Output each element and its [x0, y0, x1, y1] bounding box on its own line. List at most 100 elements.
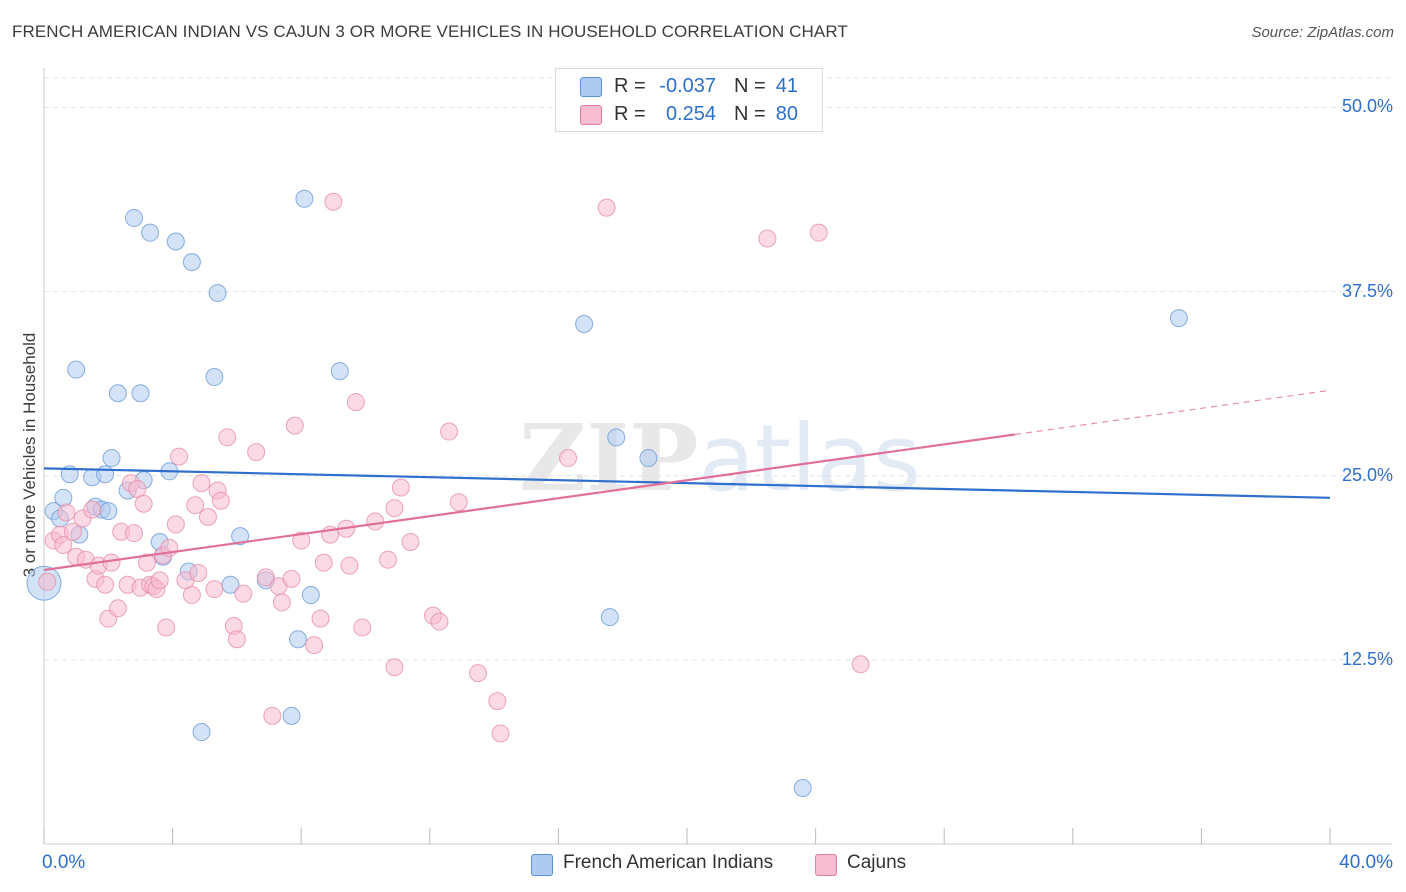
data-point — [385, 658, 404, 677]
legend-swatch-blue — [580, 77, 602, 97]
n-value: 80 — [775, 103, 798, 125]
data-point — [131, 384, 150, 403]
data-point — [170, 447, 189, 466]
data-point — [234, 584, 253, 603]
chart-title: FRENCH AMERICAN INDIAN VS CAJUN 3 OR MOR… — [12, 22, 848, 41]
data-point — [401, 533, 420, 552]
data-point — [102, 553, 121, 572]
data-point — [288, 630, 307, 649]
data-point — [600, 608, 619, 627]
data-point — [182, 253, 201, 272]
grid-lines — [44, 77, 1392, 661]
r-value: -0.037 — [659, 75, 716, 97]
data-point — [324, 192, 343, 211]
y-tick-label: 37.5% — [1341, 280, 1393, 301]
data-point — [102, 449, 121, 468]
data-point — [96, 575, 115, 594]
data-point — [67, 360, 86, 379]
data-point — [38, 572, 57, 591]
data-point — [851, 655, 870, 674]
data-point — [1169, 309, 1188, 328]
data-point — [263, 706, 282, 725]
data-point — [282, 706, 301, 725]
data-point — [192, 474, 211, 493]
data-point — [295, 189, 314, 208]
data-point — [809, 223, 828, 242]
data-point — [379, 550, 398, 569]
stats-row-cajuns: R = 0.254 N = 80 — [556, 101, 822, 129]
data-point — [314, 553, 333, 572]
data-point — [198, 507, 217, 526]
data-point — [247, 443, 266, 462]
data-point — [141, 223, 160, 242]
data-point — [305, 636, 324, 655]
data-point — [54, 488, 73, 507]
axes — [43, 68, 1392, 845]
legend-label: Cajuns — [847, 852, 907, 873]
data-point — [205, 580, 224, 599]
data-point — [182, 586, 201, 605]
data-point — [166, 232, 185, 251]
data-point — [758, 229, 777, 248]
source-label: Source: ZipAtlas.com — [1251, 24, 1394, 41]
data-point — [639, 449, 658, 468]
legend-swatch-pink — [580, 105, 602, 125]
data-point — [449, 493, 468, 512]
data-point — [99, 502, 118, 521]
data-point — [63, 522, 82, 541]
data-point — [488, 692, 507, 711]
data-point — [330, 362, 349, 381]
data-point — [211, 491, 230, 510]
data-point — [597, 198, 616, 217]
trend-line-cajuns-extension — [1014, 389, 1331, 436]
legend-swatch-blue — [531, 854, 553, 876]
data-point — [189, 563, 208, 582]
y-tick-label: 12.5% — [1341, 648, 1393, 669]
data-point — [83, 500, 102, 519]
data-point — [227, 630, 246, 649]
n-label: N = — [734, 75, 766, 97]
stats-row-french-american-indians: R = -0.037 N = 41 — [556, 73, 822, 101]
data-point — [108, 599, 127, 618]
data-point — [353, 618, 372, 637]
data-point — [272, 593, 291, 612]
data-point — [440, 422, 459, 441]
n-value: 41 — [775, 75, 798, 97]
data-point — [292, 531, 311, 550]
data-point — [575, 315, 594, 334]
data-point — [391, 478, 410, 497]
x-tick-label-min: 0.0% — [42, 852, 86, 873]
legend-swatch-pink — [815, 854, 837, 876]
data-point — [208, 284, 227, 303]
data-point — [469, 664, 488, 683]
data-point — [186, 496, 205, 515]
data-point — [366, 512, 385, 531]
data-point — [57, 503, 76, 522]
data-point — [285, 416, 304, 435]
data-point — [340, 556, 359, 575]
series-cajuns — [38, 192, 870, 743]
legend-label: French American Indians — [563, 852, 774, 873]
data-point — [166, 515, 185, 534]
data-point — [192, 723, 211, 742]
r-label: R = — [614, 103, 646, 125]
data-point — [346, 393, 365, 412]
data-point — [54, 535, 73, 554]
data-point — [385, 499, 404, 518]
data-point — [301, 586, 320, 605]
x-tick-label-max: 40.0% — [1339, 852, 1393, 873]
data-point — [256, 568, 275, 587]
watermark: ZIPatlas — [519, 404, 921, 512]
data-point — [793, 779, 812, 798]
data-point — [282, 569, 301, 588]
data-point — [205, 368, 224, 387]
data-point — [134, 494, 153, 513]
data-point — [137, 553, 156, 572]
data-point — [231, 527, 250, 546]
data-point — [150, 571, 169, 590]
n-label: N = — [734, 103, 766, 125]
data-point — [125, 524, 144, 543]
y-tick-label: 50.0% — [1341, 96, 1393, 117]
r-value: 0.254 — [665, 103, 716, 125]
